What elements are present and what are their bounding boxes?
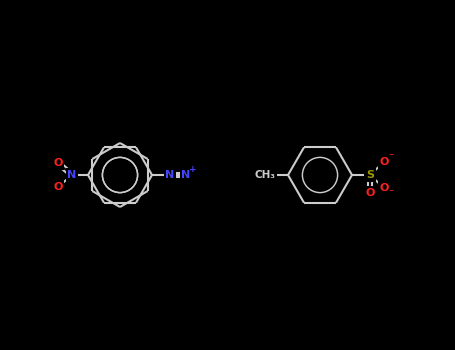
Text: O: O <box>365 188 374 198</box>
Text: +: + <box>189 164 197 174</box>
Text: S: S <box>366 170 374 180</box>
Text: N: N <box>67 170 76 180</box>
Text: N: N <box>182 170 191 180</box>
Text: O: O <box>379 183 389 193</box>
Text: O: O <box>53 182 63 192</box>
Text: ⁻: ⁻ <box>388 188 394 198</box>
Text: O: O <box>379 157 389 167</box>
Text: O: O <box>53 158 63 168</box>
Text: ⁻: ⁻ <box>388 152 394 162</box>
Text: CH₃: CH₃ <box>254 170 275 180</box>
Text: N: N <box>165 170 175 180</box>
